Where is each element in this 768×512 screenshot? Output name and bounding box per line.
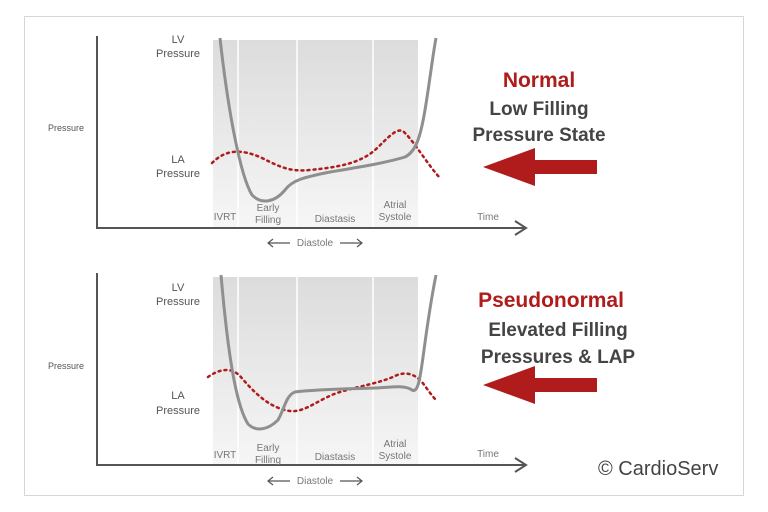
phase-atrial-line1: Atrial	[384, 200, 407, 211]
diastole-label: Diastole	[297, 238, 334, 249]
y-axis-label: Pressure	[48, 361, 84, 371]
phase-atrial-line2: Systole	[379, 212, 412, 223]
phase-atrial-line1: Atrial	[384, 439, 407, 450]
x-axis-label: Time	[477, 212, 499, 223]
la-pressure-curve	[206, 368, 438, 413]
y-axis-label: Pressure	[48, 123, 84, 133]
x-axis-label: Time	[477, 449, 499, 460]
phase-early-line1: Early	[257, 443, 280, 454]
x-axis-arrowhead	[514, 220, 528, 236]
phase-ivrt: IVRT	[214, 450, 237, 461]
phase-early-line2: Filling	[255, 215, 281, 226]
x-axis-arrowhead	[514, 457, 528, 473]
lv-pressure-curve	[218, 37, 438, 203]
pointer-arrow-icon	[483, 366, 597, 404]
diastole-shade	[213, 277, 418, 465]
lv-label-line2: Pressure	[156, 296, 200, 308]
phase-diastasis: Diastasis	[315, 214, 356, 225]
figure-frame	[24, 16, 744, 496]
state-line2: Pressures & LAP	[481, 347, 636, 368]
diastole-span: Diastole	[267, 238, 363, 249]
la-label-line1: LA	[171, 154, 185, 166]
diastole-span: Diastole	[267, 476, 363, 487]
state-title-pseudonormal: Pseudonormal	[478, 289, 624, 312]
lv-label-line2: Pressure	[156, 48, 200, 60]
lv-label-line1: LV	[172, 282, 185, 294]
state-line2: Pressure State	[472, 125, 605, 146]
copyright-notice: © CardioServ	[598, 458, 719, 480]
phase-atrial-line2: Systole	[379, 451, 412, 462]
diastole-shade	[213, 40, 418, 228]
la-label-line1: LA	[171, 390, 185, 402]
pointer-arrow-icon	[483, 148, 597, 186]
la-label-line2: Pressure	[156, 405, 200, 417]
la-label-line2: Pressure	[156, 168, 200, 180]
lv-pressure-curve	[219, 274, 438, 431]
state-line1: Elevated Filling	[488, 320, 627, 341]
phase-early-line1: Early	[257, 203, 280, 214]
phase-ivrt: IVRT	[214, 212, 237, 223]
la-pressure-curve	[210, 129, 442, 180]
state-title-normal: Normal	[503, 69, 575, 92]
lv-label-line1: LV	[172, 34, 185, 46]
phase-diastasis: Diastasis	[315, 452, 356, 463]
diastole-label: Diastole	[297, 476, 334, 487]
state-line1: Low Filling	[489, 99, 588, 120]
panel-normal: LV Pressure LA Pressure Pressure IVRT Ea…	[48, 34, 606, 249]
panel-pseudonormal: LV Pressure LA Pressure Pressure IVRT Ea…	[48, 273, 635, 487]
phase-early-line2: Filling	[255, 455, 281, 466]
